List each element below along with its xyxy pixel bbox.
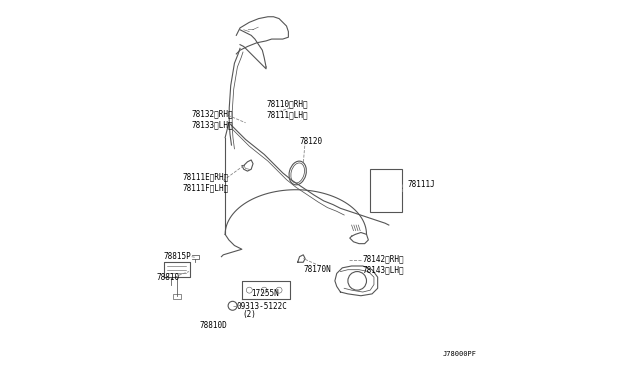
Text: 09313-5122C: 09313-5122C	[236, 302, 287, 311]
Text: 78120: 78120	[300, 137, 323, 146]
Text: 17255N: 17255N	[251, 289, 279, 298]
Text: 78810D: 78810D	[199, 321, 227, 330]
Text: 78133〈LH〉: 78133〈LH〉	[191, 120, 234, 129]
Text: J78000PF: J78000PF	[442, 351, 476, 357]
Text: 78132〈RH〉: 78132〈RH〉	[191, 109, 234, 118]
Text: 78142〈RH〉: 78142〈RH〉	[363, 254, 404, 263]
Text: 78810: 78810	[156, 273, 179, 282]
Text: 78111〈LH〉: 78111〈LH〉	[266, 111, 308, 120]
Text: 78170N: 78170N	[303, 265, 331, 274]
Bar	[370, 169, 402, 212]
Text: 78143〈LH〉: 78143〈LH〉	[363, 265, 404, 274]
Text: 78111E〈RH〉: 78111E〈RH〉	[182, 172, 228, 181]
Text: 78111J: 78111J	[408, 180, 435, 189]
Text: 78110〈RH〉: 78110〈RH〉	[266, 100, 308, 109]
Text: 78111F〈LH〉: 78111F〈LH〉	[182, 183, 228, 192]
Text: 78815P: 78815P	[164, 252, 191, 261]
Text: (2): (2)	[242, 310, 256, 319]
Bar	[173, 294, 180, 299]
